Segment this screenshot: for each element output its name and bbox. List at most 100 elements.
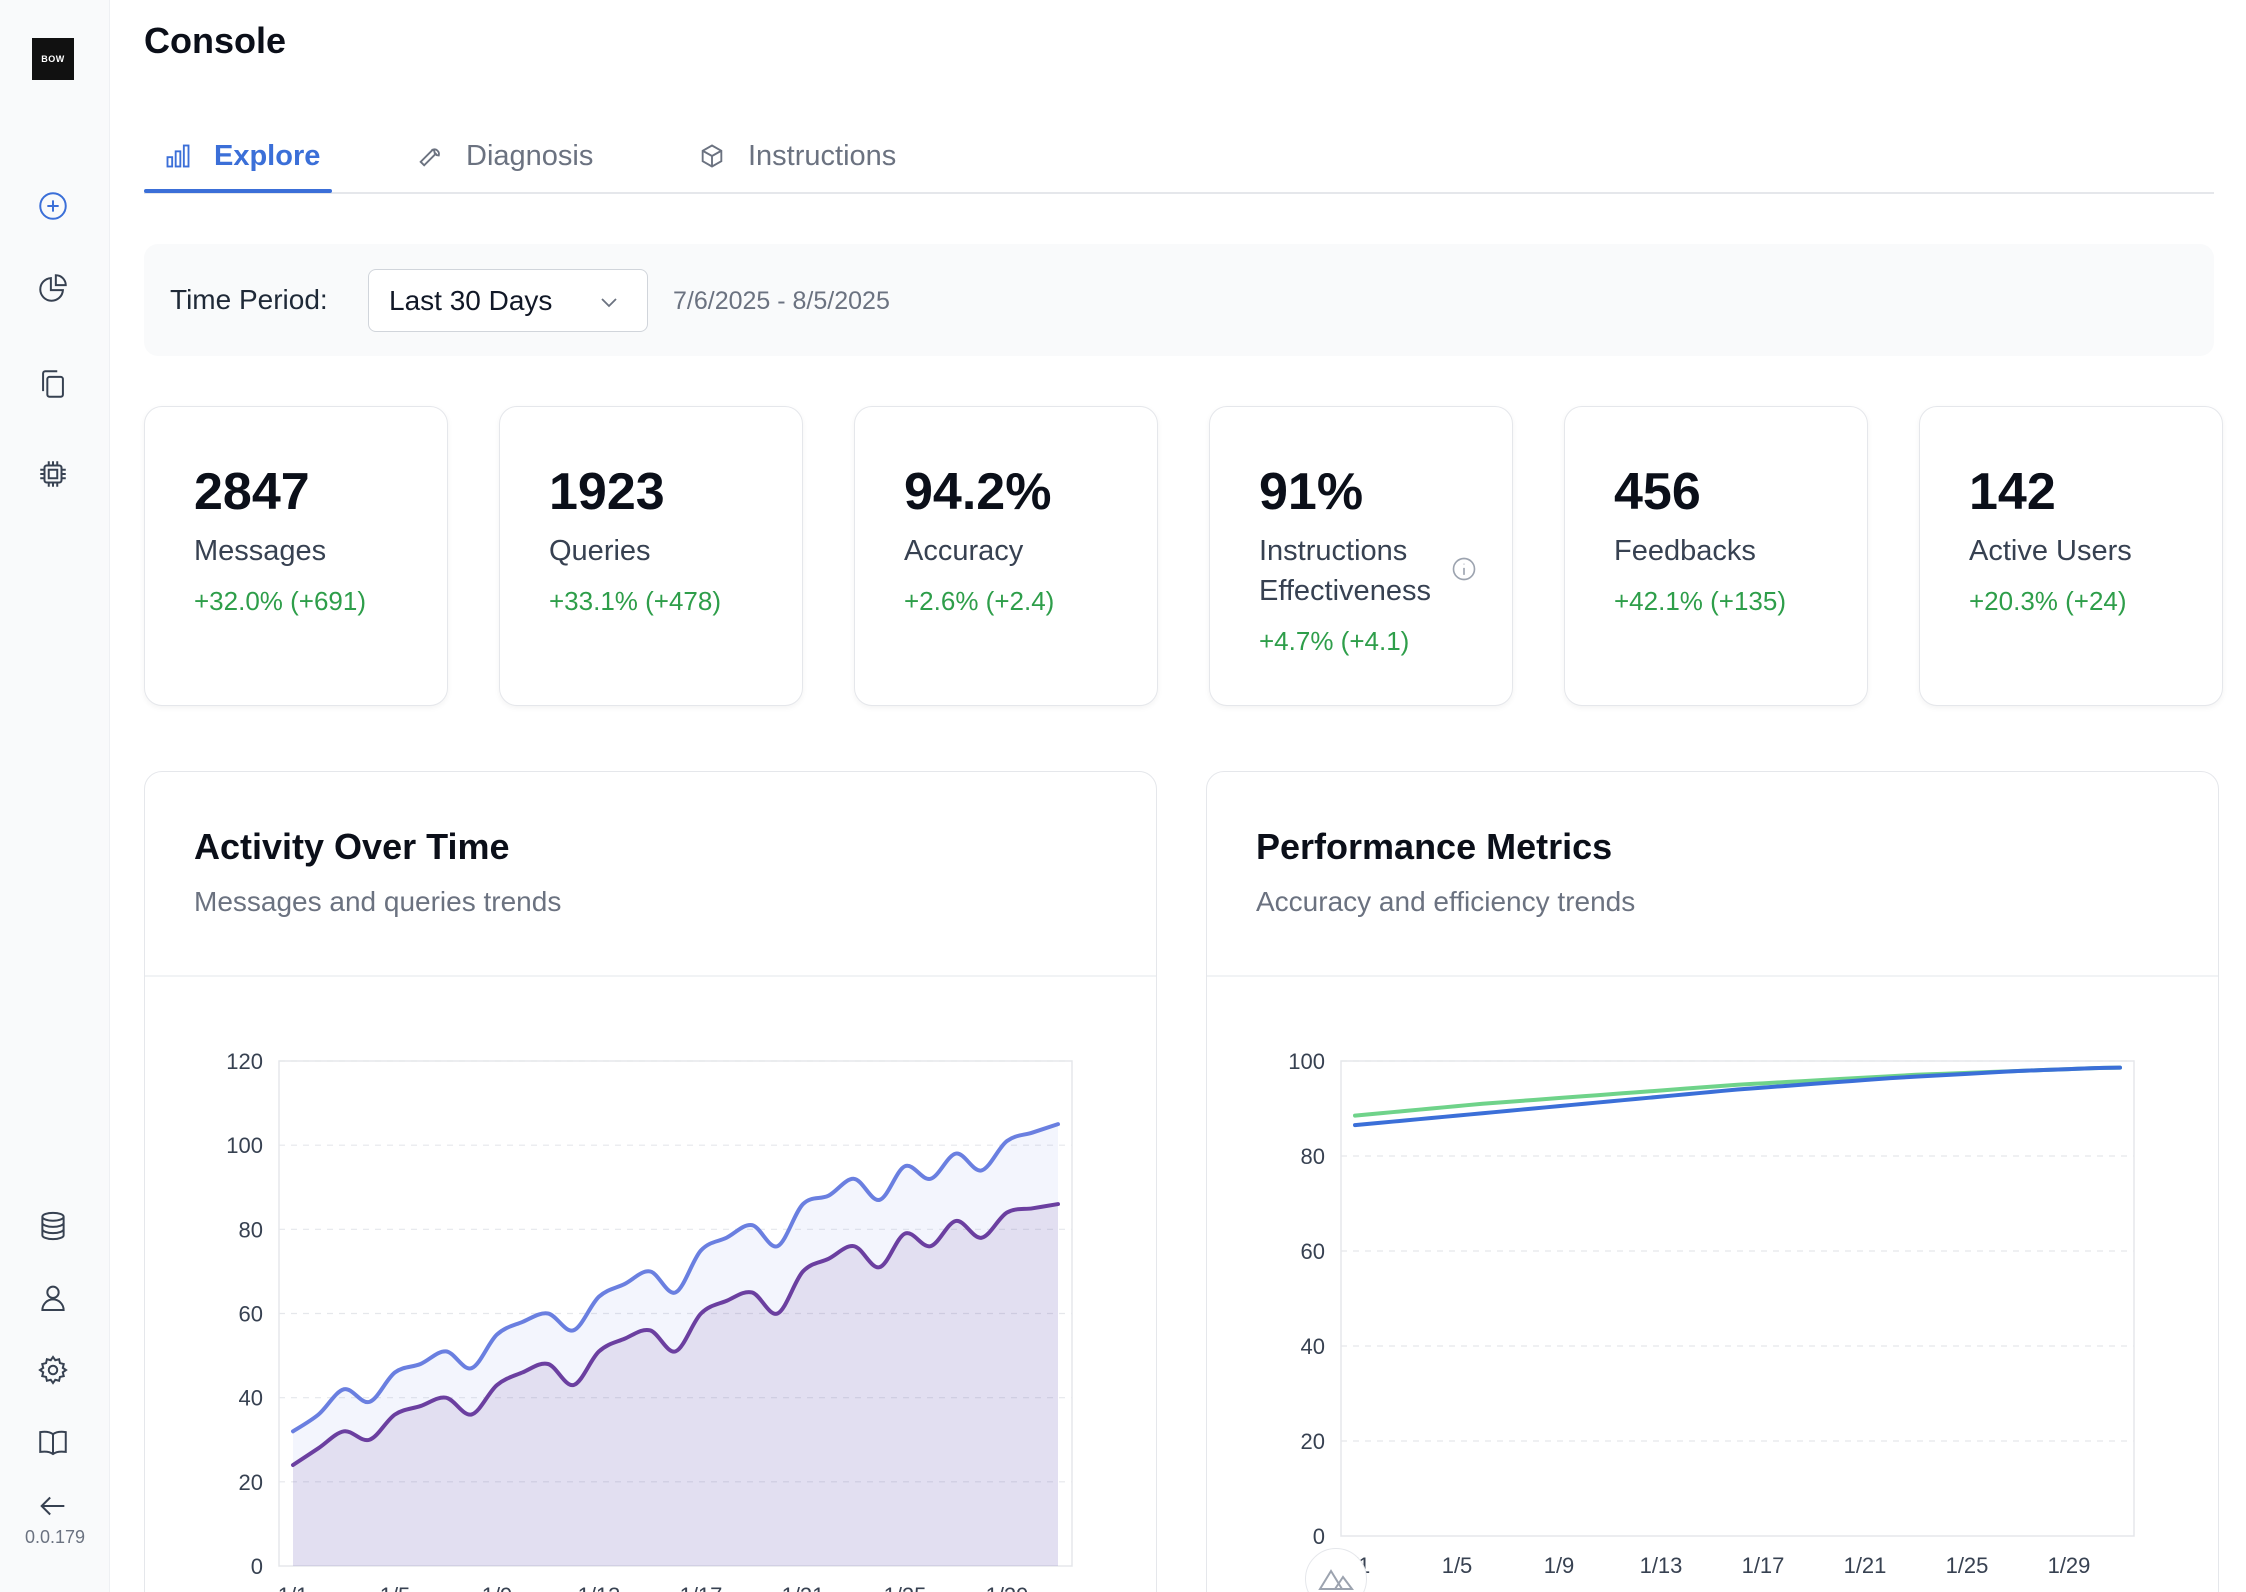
- stat-change: +20.3% (+24): [1969, 586, 2127, 616]
- x-tick-label: 1/21: [782, 1583, 825, 1592]
- x-tick-label: 1/13: [1640, 1553, 1683, 1578]
- y-tick-label: 100: [1288, 1049, 1325, 1074]
- series-line: [291, 1202, 1060, 1467]
- tab-explore-label: Explore: [214, 139, 321, 172]
- stat-value: 94.2%: [904, 463, 1052, 521]
- performance-chart-card: Performance Metrics Accuracy and efficie…: [1206, 771, 2219, 1592]
- tab-bar: Explore Diagnosis Instructions: [144, 118, 2214, 194]
- series-line: [1353, 1065, 2122, 1118]
- activity-chart-card: Activity Over Time Messages and queries …: [144, 771, 1157, 1592]
- x-tick-label: 1/21: [1844, 1553, 1887, 1578]
- stat-card-queries: 1923 Queries +33.1% (+478): [499, 406, 803, 706]
- cube-icon: [701, 144, 723, 168]
- x-tick-label: 1/25: [1946, 1553, 1989, 1578]
- x-tick-label: 1/13: [578, 1583, 621, 1592]
- stat-label: Instructions Effectiveness: [1259, 535, 1431, 607]
- sidebar: BOW 0.0.179: [0, 0, 110, 1592]
- stat-card-instructions-effectiveness: 91% Instructions Effectiveness +4.7% (+4…: [1209, 406, 1513, 706]
- y-tick-label: 40: [239, 1386, 263, 1411]
- tab-explore[interactable]: Explore: [164, 118, 320, 194]
- stat-label: Feedbacks: [1614, 535, 1756, 567]
- x-tick-label: 1/25: [884, 1583, 927, 1592]
- x-tick-label: 1/29: [2048, 1553, 2091, 1578]
- book-icon[interactable]: [35, 1424, 71, 1460]
- y-tick-label: 60: [239, 1302, 263, 1327]
- info-icon[interactable]: [1450, 555, 1478, 583]
- date-range: 7/6/2025 - 8/5/2025: [673, 287, 890, 315]
- x-tick-label: 1/9: [1544, 1553, 1575, 1578]
- y-tick-label: 20: [1301, 1429, 1325, 1454]
- stat-change: +42.1% (+135): [1614, 586, 1787, 616]
- page-title: Console: [144, 20, 287, 61]
- stat-label: Accuracy: [904, 535, 1024, 567]
- tab-diagnosis[interactable]: Diagnosis: [416, 118, 593, 194]
- chart-title: Performance Metrics: [1256, 826, 1613, 867]
- y-tick-label: 120: [226, 1049, 263, 1074]
- chip-icon[interactable]: [35, 456, 71, 492]
- logo-text: BOW: [41, 54, 65, 64]
- y-tick-label: 60: [1301, 1239, 1325, 1264]
- series-line: [291, 1122, 1060, 1434]
- stat-value: 91%: [1259, 463, 1364, 521]
- performance-chart: 0204060801001/11/51/91/131/171/211/251/2…: [1288, 1049, 2135, 1578]
- stat-card-active-users: 142 Active Users +20.3% (+24): [1919, 406, 2223, 706]
- divider: [1207, 975, 2218, 977]
- stat-value: 2847: [194, 463, 310, 521]
- x-tick-label: 1/5: [1442, 1553, 1473, 1578]
- database-icon[interactable]: [35, 1208, 71, 1244]
- x-tick-label: 1/5: [380, 1583, 411, 1592]
- stat-card-accuracy: 94.2% Accuracy +2.6% (+2.4): [854, 406, 1158, 706]
- x-tick-label: 1/29: [986, 1583, 1029, 1592]
- stat-change: +4.7% (+4.1): [1259, 626, 1410, 656]
- time-period-bar: Time Period: Last 30 Days 7/6/2025 - 8/5…: [144, 244, 2214, 356]
- stat-card-messages: 2847 Messages +32.0% (+691): [144, 406, 448, 706]
- chevron-down-icon: [601, 298, 617, 308]
- activity-chart: 0 20 40 60 80 100 120 1/1 1/5 1/9 1/13 1/17 1/21 1/25…: [226, 1049, 1073, 1592]
- time-period-label: Time Period:: [170, 284, 328, 315]
- series-area: [293, 1124, 1058, 1566]
- stat-card-feedbacks: 456 Feedbacks +42.1% (+135): [1564, 406, 1868, 706]
- stat-value: 1923: [549, 463, 665, 521]
- stat-value: 142: [1969, 463, 2056, 521]
- y-tick-label: 0: [251, 1554, 263, 1579]
- arrow-left-icon[interactable]: [35, 1488, 71, 1524]
- stat-label: Messages: [194, 535, 327, 567]
- x-tick-label: 1/17: [680, 1583, 723, 1592]
- x-tick-label: 1/17: [1742, 1553, 1785, 1578]
- tab-instructions-label: Instructions: [748, 139, 897, 172]
- y-tick-label: 80: [239, 1217, 263, 1242]
- settings-gear-icon[interactable]: [35, 1352, 71, 1388]
- user-icon[interactable]: [35, 1280, 71, 1316]
- app-logo[interactable]: BOW: [32, 38, 74, 80]
- copy-documents-icon[interactable]: [35, 366, 71, 402]
- series-line: [1353, 1065, 2122, 1128]
- pie-chart-icon[interactable]: [35, 270, 71, 306]
- tab-diagnosis-label: Diagnosis: [466, 139, 594, 172]
- plot-frame: [1340, 1060, 2135, 1537]
- mountain-logo-icon: [1318, 1569, 1354, 1590]
- x-tick-label: 1/1: [278, 1583, 309, 1592]
- time-period-select[interactable]: Last 30 Days: [368, 269, 648, 332]
- y-tick-label: 80: [1301, 1144, 1325, 1169]
- plus-circle-icon[interactable]: [35, 188, 71, 224]
- y-tick-label: 100: [226, 1133, 263, 1158]
- y-tick-label: 0: [1313, 1524, 1325, 1549]
- bar-chart-icon: [166, 144, 190, 168]
- series-area: [293, 1204, 1058, 1566]
- wrench-icon: [419, 148, 440, 167]
- stat-value: 456: [1614, 463, 1701, 521]
- time-period-value: Last 30 Days: [389, 284, 553, 316]
- stat-change: +32.0% (+691): [194, 586, 367, 616]
- stat-label: Active Users: [1969, 535, 2132, 567]
- app-version: 0.0.179: [24, 1527, 86, 1547]
- active-tab-indicator: [144, 189, 332, 193]
- stat-change: +33.1% (+478): [549, 586, 722, 616]
- stat-label: Queries: [549, 535, 651, 567]
- chart-title: Activity Over Time: [194, 826, 510, 867]
- stat-change: +2.6% (+2.4): [904, 586, 1055, 616]
- x-tick-label: 1/9: [482, 1583, 513, 1592]
- chart-subtitle: Messages and queries trends: [194, 886, 562, 917]
- tab-instructions[interactable]: Instructions: [698, 118, 896, 194]
- y-tick-label: 40: [1301, 1334, 1325, 1359]
- divider: [145, 975, 1156, 977]
